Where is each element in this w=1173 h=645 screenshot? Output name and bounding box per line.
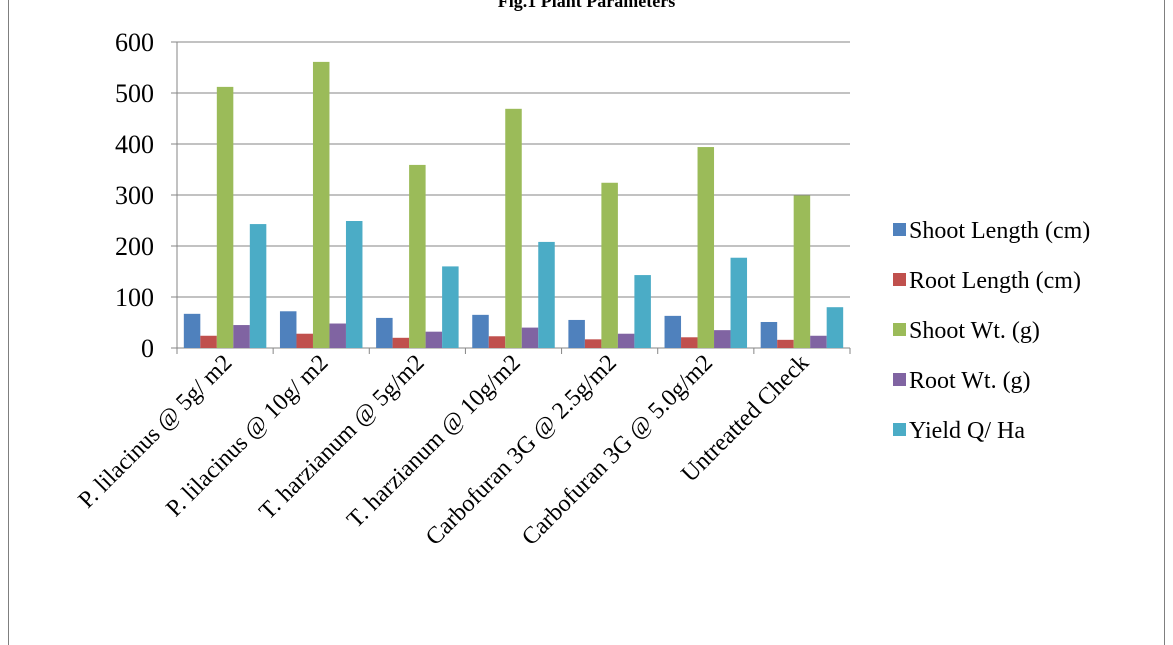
bar [584, 339, 602, 348]
legend-swatch [893, 223, 906, 236]
bar [329, 323, 346, 348]
bar [296, 333, 313, 348]
legend-label: Root Wt. (g) [909, 368, 1031, 394]
bar [730, 257, 748, 348]
legend-label: Shoot Length (cm) [909, 218, 1090, 244]
bar [505, 108, 522, 348]
bar [697, 147, 715, 348]
bar [601, 182, 618, 348]
y-tick-label: 400 [115, 130, 154, 159]
bar [376, 317, 393, 348]
bar [249, 224, 267, 348]
bar [200, 335, 217, 348]
y-tick-label: 200 [115, 232, 154, 261]
y-tick-label: 500 [115, 79, 154, 108]
bar [312, 61, 330, 348]
y-tick-label: 100 [115, 283, 154, 312]
legend-swatch [893, 323, 906, 336]
x-tick-label: Carbofuran 3G @ 2.5g/m2 [421, 350, 622, 551]
bar [826, 307, 844, 348]
x-tick-label: T. harzianum @ 10g/m2 [342, 350, 526, 534]
bar [216, 86, 234, 348]
bar [568, 319, 585, 348]
bar [714, 330, 731, 348]
bar [442, 266, 459, 348]
bar [409, 164, 426, 348]
legend-label: Yield Q/ Ha [909, 418, 1025, 444]
bar [760, 321, 778, 348]
bar [425, 331, 443, 348]
x-tick-label: P. lilacinus @ 5g/ m2 [74, 350, 238, 514]
bar [538, 241, 555, 348]
bar [488, 336, 506, 348]
bar [345, 221, 363, 348]
legend-label: Shoot Wt. (g) [909, 318, 1040, 344]
bar [521, 327, 539, 348]
x-tick-label: Carbofuran 3G @ 5.0g/m2 [517, 350, 718, 551]
bar [681, 337, 698, 348]
bar [777, 339, 794, 348]
bar [793, 195, 811, 348]
legend-swatch [893, 273, 906, 286]
bar [233, 325, 250, 348]
y-tick-label: 0 [141, 334, 154, 363]
bar [617, 333, 635, 348]
bar [664, 315, 682, 348]
x-tick-label: T. harzianum @ 5g/m2 [255, 350, 430, 525]
chart-title: Fig.1 Plant Parameters [497, 0, 676, 11]
bar [279, 311, 297, 348]
legend-swatch [893, 423, 906, 436]
bar [810, 335, 827, 348]
chart-frame [8, 0, 1165, 645]
bar [472, 314, 489, 348]
bar [183, 313, 201, 348]
bar [634, 275, 651, 348]
y-tick-label: 300 [115, 181, 154, 210]
y-tick-label: 600 [115, 28, 154, 57]
x-tick-label: P. lilacinus @ 10g/ m2 [161, 350, 333, 522]
bar [392, 337, 410, 348]
legend-swatch [893, 373, 906, 386]
legend-label: Root Length (cm) [909, 268, 1081, 294]
